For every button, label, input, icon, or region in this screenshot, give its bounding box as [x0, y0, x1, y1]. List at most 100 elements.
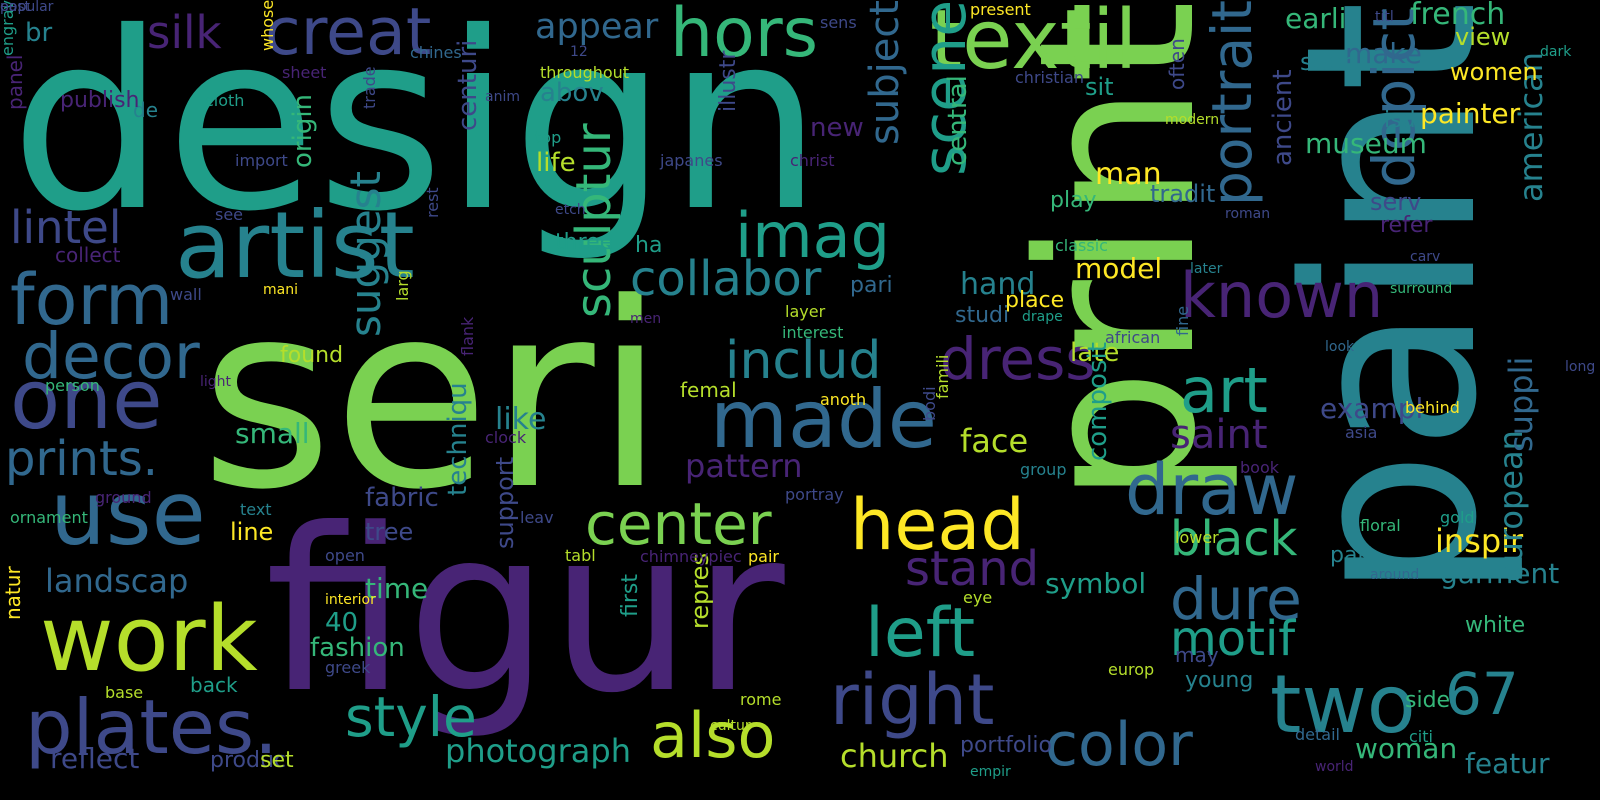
word-hand: hand	[960, 267, 1036, 302]
word-saint: saint	[1170, 412, 1268, 458]
word-time: time	[365, 572, 429, 605]
word-serv: serv	[1370, 188, 1422, 216]
word-illustr: illustr	[716, 50, 741, 112]
word-suppli: suppli	[1502, 356, 1540, 452]
word-fashion: fashion	[310, 633, 405, 663]
word-known: known	[1180, 259, 1384, 332]
word-sens: sens	[820, 13, 857, 32]
word-person: person	[45, 376, 100, 395]
word-behind: behind	[1405, 398, 1460, 417]
word-first: first	[618, 574, 643, 617]
word-may: may	[1175, 643, 1219, 667]
word-made: made	[710, 373, 937, 466]
word-67: 67	[1445, 660, 1519, 728]
word-world: world	[1315, 759, 1354, 775]
word-back: back	[190, 673, 238, 697]
word-symbol: symbol	[1045, 567, 1147, 600]
word-view: view	[1455, 23, 1511, 51]
word-see: see	[215, 205, 244, 224]
word-ha: ha	[635, 233, 663, 258]
word-carv: carv	[1410, 249, 1441, 265]
word-techniqu: techniqu	[443, 382, 473, 496]
word-women: women	[1450, 58, 1538, 86]
word-japanes: japanes	[660, 151, 723, 170]
word-make: make	[1345, 37, 1422, 70]
word-play: play	[1050, 188, 1097, 213]
word-face: face	[960, 422, 1029, 460]
word-de: de	[133, 98, 158, 122]
word-art: art	[1180, 354, 1268, 427]
word-pair: pair	[748, 547, 779, 566]
word-earli: earli	[1285, 2, 1347, 35]
word-black: black	[1170, 511, 1298, 567]
word-flank: flank	[458, 316, 477, 356]
word-open: open	[325, 546, 365, 565]
word-one: one	[10, 353, 163, 448]
word-portray: portray	[785, 485, 844, 504]
word-drape: drape	[1022, 309, 1063, 325]
word-br: br	[25, 18, 53, 48]
word-inspir: inspir	[1435, 522, 1524, 560]
word-center: center	[585, 490, 772, 558]
word-mani: mani	[263, 282, 298, 298]
word-lintel: lintel	[10, 201, 122, 254]
word-fine: fine	[1173, 305, 1192, 336]
word-popular: popular	[0, 0, 54, 15]
word-ground: ground	[95, 488, 152, 507]
word-design: design	[10, 0, 823, 265]
word-set: set	[260, 748, 294, 773]
word-interior: interior	[325, 592, 376, 608]
word-man: man	[1095, 157, 1162, 192]
word-french: french	[1410, 0, 1506, 32]
word-citi: citi	[1409, 727, 1433, 746]
word-anoth: anoth	[820, 390, 867, 409]
word-east: east	[0, 0, 30, 15]
word-stand: stand	[905, 541, 1040, 597]
word-painter: painter	[1420, 97, 1521, 130]
word-fabric: fabric	[365, 483, 439, 513]
word-artist: artist	[175, 192, 415, 299]
word-titl: titl	[1375, 9, 1394, 25]
word-model: model	[1075, 252, 1163, 285]
word-dure: dure	[1170, 565, 1302, 633]
word-floral: floral	[1360, 516, 1401, 535]
word-publish: publish	[60, 88, 140, 113]
word-landscap: landscap	[45, 562, 189, 600]
word-white: white	[1465, 613, 1526, 638]
word-greek: greek	[325, 658, 371, 677]
word-textil: textil	[930, 0, 1138, 88]
word-roman: roman	[1225, 206, 1271, 222]
word-collect: collect	[55, 243, 121, 267]
word-import: import	[235, 151, 288, 170]
word-pari: pari	[850, 273, 893, 298]
word-bodi: bodi	[920, 386, 939, 421]
word-detail: detail	[1295, 725, 1340, 744]
word-risd: risd	[1375, 108, 1416, 133]
word-studi: studi	[955, 303, 1010, 328]
word-color: color	[1045, 710, 1193, 780]
word-eye: eye	[963, 588, 993, 607]
word-right: right	[830, 659, 995, 741]
word-imag: imag	[735, 199, 890, 272]
word-plates: plates.	[25, 683, 278, 771]
word-young: young	[1185, 668, 1254, 693]
word-book: book	[1240, 458, 1279, 477]
word-life: life	[536, 148, 576, 178]
word-produc: produc	[210, 748, 286, 773]
word-form: form	[10, 259, 174, 341]
word-depict: depict	[1360, 7, 1428, 188]
word-rome: rome	[740, 690, 782, 709]
word-cultur: cultur	[710, 718, 751, 734]
word-appear: appear	[535, 7, 659, 47]
word-around: around	[1370, 567, 1420, 583]
word-woman: woman	[1355, 732, 1458, 765]
word-tree: tree	[365, 518, 414, 546]
word-base: base	[105, 683, 144, 702]
word-support: support	[491, 456, 519, 549]
word-whose: whose	[258, 0, 277, 52]
word-top: top	[535, 128, 562, 147]
word-suggest: suggest	[341, 170, 390, 337]
word-classic: classic	[1055, 236, 1108, 255]
word-garment: garment	[1440, 557, 1560, 590]
